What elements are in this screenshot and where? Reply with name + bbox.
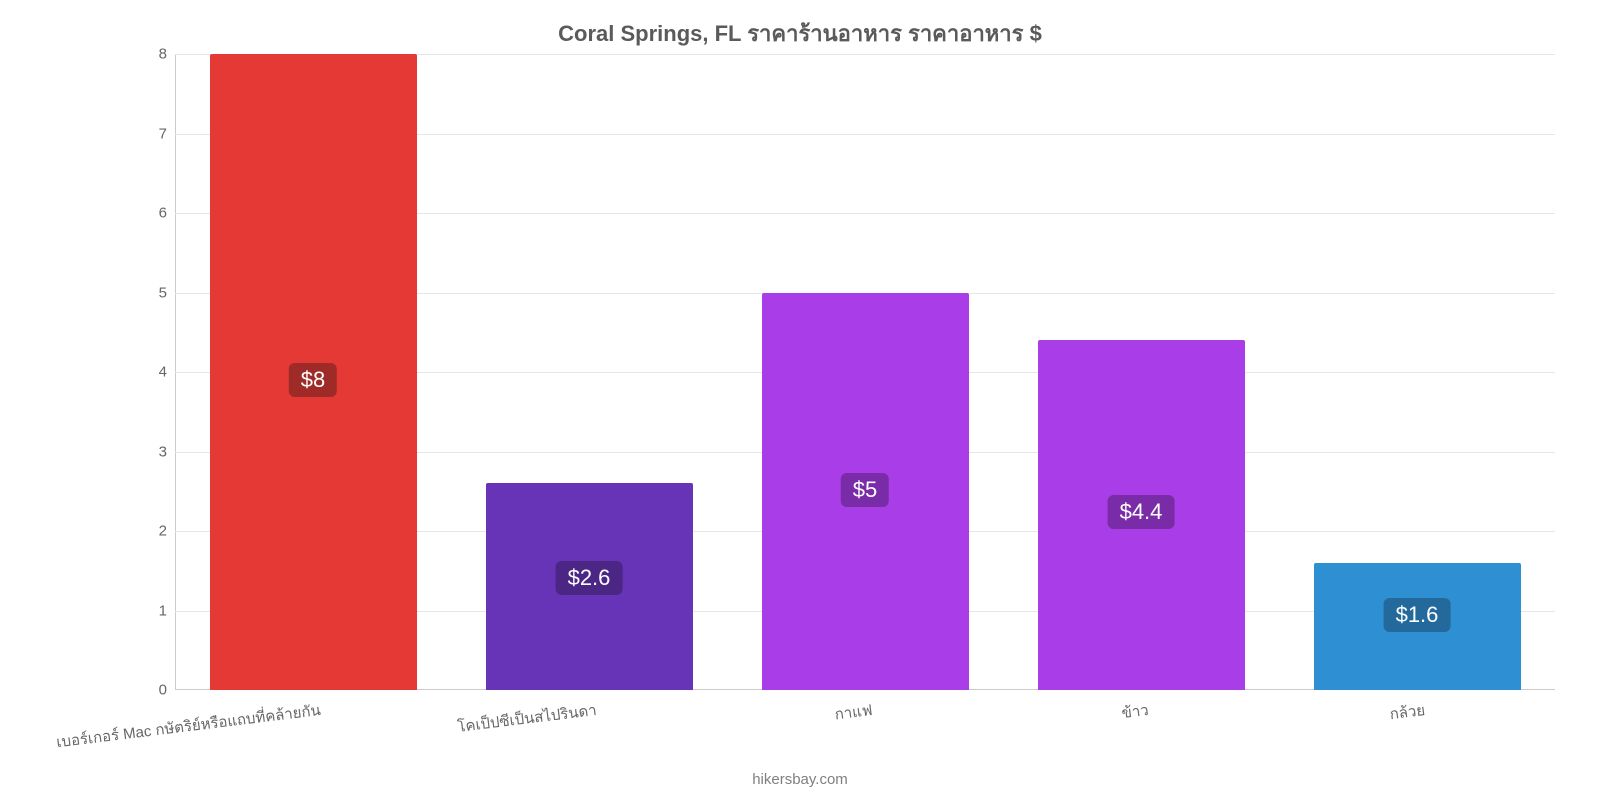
y-tick-label: 4 (159, 364, 175, 381)
y-tick-label: 7 (159, 125, 175, 142)
bar-value-label: $8 (289, 363, 337, 397)
y-tick-label: 2 (159, 523, 175, 540)
bar-value-label: $1.6 (1384, 598, 1451, 632)
plot-area: 012345678$8เบอร์เกอร์ Mac กษัตริย์หรือแถ… (175, 54, 1555, 690)
bar-slot: $1.6กล้วย (1314, 54, 1521, 690)
bar-value-label: $2.6 (556, 561, 623, 595)
bar-slot: $2.6โคเป็ปซีเป็นสไปรินดา (486, 54, 693, 690)
price-bar-chart: Coral Springs, FL ราคาร้านอาหาร ราคาอาหา… (0, 0, 1600, 800)
y-tick-label: 3 (159, 443, 175, 460)
y-tick-label: 1 (159, 602, 175, 619)
y-tick-label: 8 (159, 46, 175, 63)
x-tick-label: เบอร์เกอร์ Mac กษัตริย์หรือแถบที่คล้ายกั… (55, 698, 322, 754)
y-tick-label: 6 (159, 205, 175, 222)
y-tick-label: 5 (159, 284, 175, 301)
x-tick-label: ข้าว (1120, 698, 1150, 725)
chart-title: Coral Springs, FL ราคาร้านอาหาร ราคาอาหา… (0, 16, 1600, 51)
y-tick-label: 0 (159, 682, 175, 699)
bar-slot: $5กาแฟ (762, 54, 969, 690)
bar-value-label: $5 (841, 473, 889, 507)
x-tick-label: โคเป็ปซีเป็นสไปรินดา (456, 698, 598, 739)
footer-credit: hikersbay.com (0, 771, 1600, 788)
x-tick-label: กาแฟ (833, 698, 873, 726)
x-tick-label: กล้วย (1388, 698, 1426, 726)
bar-value-label: $4.4 (1108, 495, 1175, 529)
bar-slot: $8เบอร์เกอร์ Mac กษัตริย์หรือแถบที่คล้าย… (210, 54, 417, 690)
bar-slot: $4.4ข้าว (1038, 54, 1245, 690)
